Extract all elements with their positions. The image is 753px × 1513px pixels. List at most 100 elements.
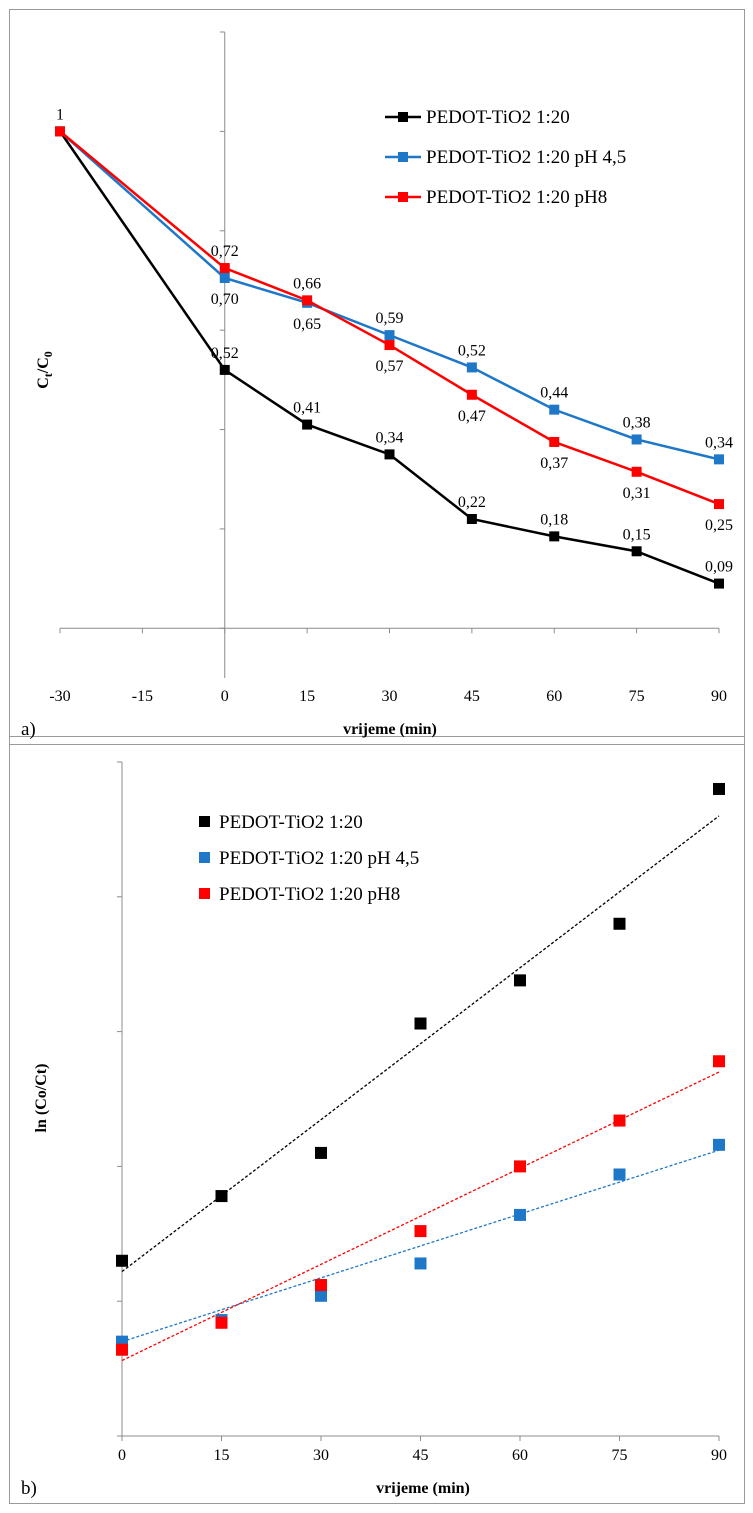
chart-a-data-label: 0,41 xyxy=(293,400,321,417)
chart-b-data-point xyxy=(613,1114,626,1127)
chart-b-legend-label: PEDOT-TiO2 1:20 xyxy=(219,812,363,833)
chart-b-data-point xyxy=(414,1257,427,1270)
chart-a-data-marker xyxy=(631,466,642,477)
chart-a: -30 -15 0 15 30 45 60 75 90 1 0,52 0,41 0,34 0,22 0,18… xyxy=(49,31,733,705)
chart-a-legend-marker xyxy=(398,112,408,122)
chart-b-data-point xyxy=(514,974,526,987)
chart-a-data-label: 0,52 xyxy=(211,345,239,362)
chart-a-legend-label: PEDOT-TiO2 1:20 pH 4,5 xyxy=(426,147,626,168)
chart-a-y-axis-title: Ct/C0 xyxy=(35,351,55,389)
chart-a-data-marker xyxy=(219,263,230,274)
chart-a-series-line xyxy=(59,130,720,461)
chart-a-data-marker xyxy=(714,454,724,465)
chart-b-data-point xyxy=(414,1225,427,1238)
chart-a-data-label: 0,57 xyxy=(376,358,404,375)
chart-b: 0 15 30 45 60 75 90 PEDOT-TiO2 1:20 PEDOT-TiO2 1… xyxy=(116,761,727,1464)
chart-a-data-label: 0,18 xyxy=(540,511,568,528)
chart-a-data-label: 0,65 xyxy=(293,316,321,333)
chart-a-x-tick-label: -30 xyxy=(49,688,70,705)
chart-a-series-line xyxy=(58,130,720,585)
panel-b-frame xyxy=(9,736,745,1504)
chart-a-x-tick-label: 45 xyxy=(464,688,480,705)
chart-b-data-point xyxy=(215,1316,228,1329)
chart-a-data-label: 0,31 xyxy=(623,485,651,502)
panel-a-frame xyxy=(9,9,745,745)
chart-a-data-label: 0,66 xyxy=(293,275,321,292)
chart-b-x-tick-label: 60 xyxy=(512,1447,528,1464)
chart-a-x-tick-label: 15 xyxy=(299,688,315,705)
chart-a-data-marker xyxy=(384,449,395,460)
chart-b-data-point xyxy=(315,1289,327,1302)
chart-b-data-point xyxy=(713,1055,725,1068)
chart-a-data-marker xyxy=(631,546,642,557)
chart-b-data-point xyxy=(215,1190,228,1203)
chart-a-data-marker xyxy=(55,126,65,137)
chart-a-legend-marker xyxy=(398,192,408,202)
chart-a-legend-label: PEDOT-TiO2 1:20 pH8 xyxy=(426,187,607,208)
chart-a-data-marker xyxy=(302,295,313,306)
chart-a-data-label: 0,09 xyxy=(705,559,733,576)
chart-b-y-axis-title: ln (Co/Ct) xyxy=(33,1064,50,1133)
chart-a-x-tick-label: -15 xyxy=(132,688,153,705)
chart-a-x-tick-label: 30 xyxy=(382,688,398,705)
chart-a-data-label: 0,47 xyxy=(458,408,486,425)
chart-b-legend-marker xyxy=(199,852,210,863)
chart-b-data-point xyxy=(514,1208,526,1221)
chart-b-data-point xyxy=(613,1168,626,1181)
chart-b-data-point xyxy=(116,1343,128,1356)
chart-b-x-tick-label: 30 xyxy=(313,1447,329,1464)
chart-b-trendline xyxy=(121,815,720,1273)
chart-a-data-marker xyxy=(714,578,724,589)
chart-a-data-label: 0,52 xyxy=(458,342,486,359)
chart-a-data-label: 0,22 xyxy=(458,494,486,511)
chart-a-data-marker xyxy=(219,364,230,375)
chart-a-data-marker xyxy=(466,513,477,524)
chart-b-x-tick-label: 0 xyxy=(118,1447,126,1464)
chart-a-data-marker xyxy=(631,434,642,445)
chart-a-x-tick-label: 0 xyxy=(221,688,229,705)
chart-a-data-label: 1 xyxy=(56,106,64,123)
chart-a-data-label: 0,37 xyxy=(540,455,568,472)
chart-a-data-marker xyxy=(549,531,560,542)
chart-a-data-label: 0,70 xyxy=(211,291,239,308)
chart-a-data-marker xyxy=(549,436,560,447)
chart-b-x-tick-label: 15 xyxy=(214,1447,230,1464)
chart-b-data-point xyxy=(315,1279,327,1292)
chart-b-trendline xyxy=(121,1071,720,1362)
chart-a-data-marker xyxy=(384,330,395,341)
chart-a-data-label: 0,34 xyxy=(705,434,733,451)
chart-b-legend-marker xyxy=(199,888,210,899)
chart-b-data-point xyxy=(514,1160,526,1173)
chart-a-data-label: 0,34 xyxy=(376,429,404,446)
chart-a-data-label: 0,38 xyxy=(623,414,651,431)
chart-a-x-tick-label: 60 xyxy=(546,688,562,705)
chart-a-legend-marker xyxy=(398,152,408,162)
chart-a-data-label: 0,59 xyxy=(376,310,404,327)
chart-a-x-axis-title: vrijeme (min) xyxy=(343,721,437,738)
chart-a-data-marker xyxy=(466,362,477,373)
chart-b-data-point xyxy=(116,1254,128,1267)
chart-a-series-line xyxy=(59,130,720,506)
panel-a-label: a) xyxy=(21,719,36,740)
chart-b-x-tick-label: 90 xyxy=(711,1447,727,1464)
chart-b-data-point xyxy=(414,1017,427,1030)
chart-b-data-point xyxy=(613,917,626,930)
chart-a-data-marker xyxy=(384,340,395,351)
chart-a-data-marker xyxy=(302,419,313,430)
chart-b-x-tick-label: 45 xyxy=(413,1447,429,1464)
chart-a-legend-label: PEDOT-TiO2 1:20 xyxy=(426,107,570,128)
chart-a-data-marker xyxy=(549,404,560,415)
chart-a-x-tick-label: 75 xyxy=(629,688,645,705)
chart-a-data-label: 0,25 xyxy=(705,517,733,534)
chart-a-data-marker xyxy=(466,389,477,400)
chart-b-x-axis-title: vrijeme (min) xyxy=(376,1480,470,1497)
chart-b-data-point xyxy=(315,1146,327,1159)
chart-b-data-point xyxy=(713,782,725,795)
chart-a-data-label: 0,72 xyxy=(211,243,239,260)
chart-a-data-marker xyxy=(714,499,724,510)
chart-a-data-label: 0,15 xyxy=(623,526,651,543)
chart-b-legend-label: PEDOT-TiO2 1:20 pH 4,5 xyxy=(219,848,419,869)
panel-b-label: b) xyxy=(21,1478,37,1499)
